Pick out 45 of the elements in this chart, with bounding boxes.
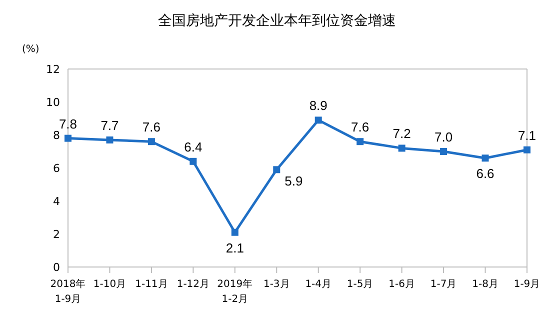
point	[231, 228, 238, 236]
x-tick-label: 1-4月	[305, 279, 332, 290]
point	[148, 138, 155, 146]
x-tick-label: 1-11月	[135, 279, 168, 290]
y-tick-label: 2	[53, 228, 60, 241]
y-tick-label: 6	[53, 162, 60, 175]
x-tick-label: 2019年 1-2月	[217, 278, 253, 305]
data-label: 2.1	[226, 240, 244, 256]
data-label: 7.8	[58, 116, 78, 132]
y-axis-title: (%)	[22, 44, 40, 55]
point	[190, 158, 197, 165]
data-label: 7.0	[434, 130, 453, 144]
y-tick-label: 8	[53, 128, 60, 142]
y-tick-label: 4	[53, 194, 60, 208]
point	[524, 146, 530, 154]
point	[482, 154, 489, 162]
y-tick-label: 10	[46, 96, 60, 109]
y-tick-label: 12	[46, 62, 60, 76]
x-tick-label: 1-9月	[514, 279, 540, 290]
x-tick-label: 1-6月	[388, 279, 415, 290]
data-label: 7.2	[392, 126, 411, 142]
data-label: 7.1	[518, 128, 536, 143]
x-tick-label: 2018年 1-9月	[50, 278, 86, 305]
data-label: 8.9	[309, 98, 328, 114]
y-tick-label: 0	[53, 260, 60, 274]
point	[356, 138, 364, 146]
data-label: 6.6	[476, 166, 494, 182]
data-label: 5.9	[284, 174, 303, 189]
x-tick-label: 1-7月	[430, 279, 457, 290]
data-label: 7.7	[100, 118, 119, 133]
point	[314, 116, 322, 124]
x-tick-label: 1-5月	[346, 279, 374, 290]
data-label: 6.4	[184, 139, 202, 154]
x-tick-label: 1-3月	[263, 279, 290, 290]
point	[440, 148, 448, 155]
chart-title: 全国房地产开发企业本年到位资金增速	[157, 12, 397, 30]
x-tick-label: 1-10月	[93, 279, 126, 290]
data-label: 7.6	[351, 120, 370, 135]
point	[398, 144, 406, 152]
data-label: 7.6	[142, 120, 160, 135]
point	[106, 136, 114, 144]
point	[273, 166, 280, 174]
x-tick-label: 1-12月	[176, 279, 210, 290]
point	[64, 134, 72, 142]
x-tick-label: 1-8月	[472, 279, 498, 290]
